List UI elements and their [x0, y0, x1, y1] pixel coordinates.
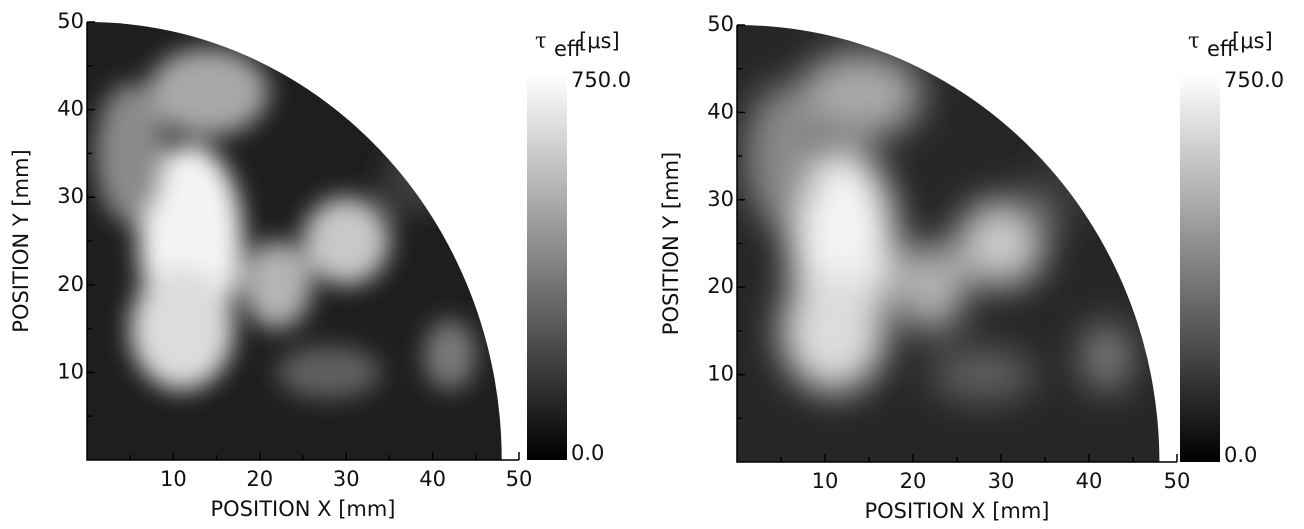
heatmap-blob	[895, 243, 966, 331]
heatmap-blob	[95, 83, 165, 224]
colorbar-tick-label: 750.0	[571, 68, 631, 92]
y-axis-label: POSITION Y [mm]	[9, 149, 33, 332]
x-tick-label: 50	[1164, 469, 1191, 493]
heatmap-blob	[1036, 147, 1107, 218]
heatmap-blob	[303, 197, 390, 285]
heatmap-blob	[798, 51, 922, 139]
heatmap-blob	[781, 269, 887, 393]
axes	[86, 22, 519, 461]
y-tick-label: 30	[57, 184, 84, 208]
y-tick-label: 40	[57, 97, 84, 121]
heatmap-blob	[930, 348, 1037, 401]
x-tick-label: 20	[900, 469, 927, 493]
heatmap-blob	[277, 346, 381, 399]
y-axis-label: POSITION Y [mm]	[659, 152, 683, 335]
colorbar-unit: [μs]	[579, 29, 620, 53]
heatmap-blob	[147, 48, 269, 136]
heatmap-blobs	[95, 48, 476, 399]
axes	[736, 25, 1177, 463]
heatmap-image	[737, 25, 1160, 462]
y-tick-label: 30	[707, 187, 734, 211]
x-axis-label: POSITION X [mm]	[864, 499, 1049, 523]
colorbar	[1180, 75, 1220, 462]
colorbar-tick-label: 750.0	[1224, 68, 1284, 92]
panel: 10 20 30 40 50 10 20 30 40 50 POSITION X [mm] POSIT…	[659, 12, 1284, 523]
heatmap-blob	[745, 86, 817, 227]
colorbar	[527, 75, 567, 460]
y-tick-label: 50	[707, 12, 734, 36]
heatmap-blob	[242, 240, 312, 329]
colorbar-subscript: eff	[1207, 37, 1235, 61]
x-tick-label: 10	[160, 467, 187, 491]
x-tick-label: 40	[1076, 469, 1103, 493]
heatmap-blob	[1080, 322, 1133, 393]
x-tick-label: 50	[506, 467, 533, 491]
colorbar-subscript: eff	[554, 37, 582, 61]
x-tick-label: 20	[246, 467, 273, 491]
x-tick-label: 40	[419, 467, 446, 491]
heatmap-blob	[130, 267, 234, 390]
colorbar-symbol: τ	[1188, 29, 1200, 53]
colorbar-unit: [μs]	[1232, 29, 1273, 53]
colorbar-tick-label: 0.0	[1224, 443, 1257, 467]
x-tick-label: 30	[333, 467, 360, 491]
x-tick-label: 30	[988, 469, 1015, 493]
heatmap-blobs	[745, 51, 1133, 401]
colorbar-symbol: τ	[535, 29, 547, 53]
colorbar-tick-label: 0.0	[571, 441, 604, 465]
x-axis-label: POSITION X [mm]	[210, 497, 395, 521]
heatmap-image	[87, 22, 502, 460]
heatmap-blob	[957, 199, 1045, 288]
heatmap-blob	[423, 319, 476, 390]
y-tick-label: 20	[707, 274, 734, 298]
y-tick-label: 10	[57, 359, 84, 383]
x-tick-label: 10	[812, 469, 839, 493]
y-tick-label: 20	[57, 272, 84, 296]
y-tick-label: 50	[57, 9, 84, 33]
y-tick-label: 10	[707, 362, 734, 386]
heatmap-blob	[380, 144, 450, 215]
panel: 10 20 30 40 50 10 20 30 40 50 POSITION X [mm] POSIT…	[9, 9, 631, 521]
y-tick-label: 40	[707, 99, 734, 123]
